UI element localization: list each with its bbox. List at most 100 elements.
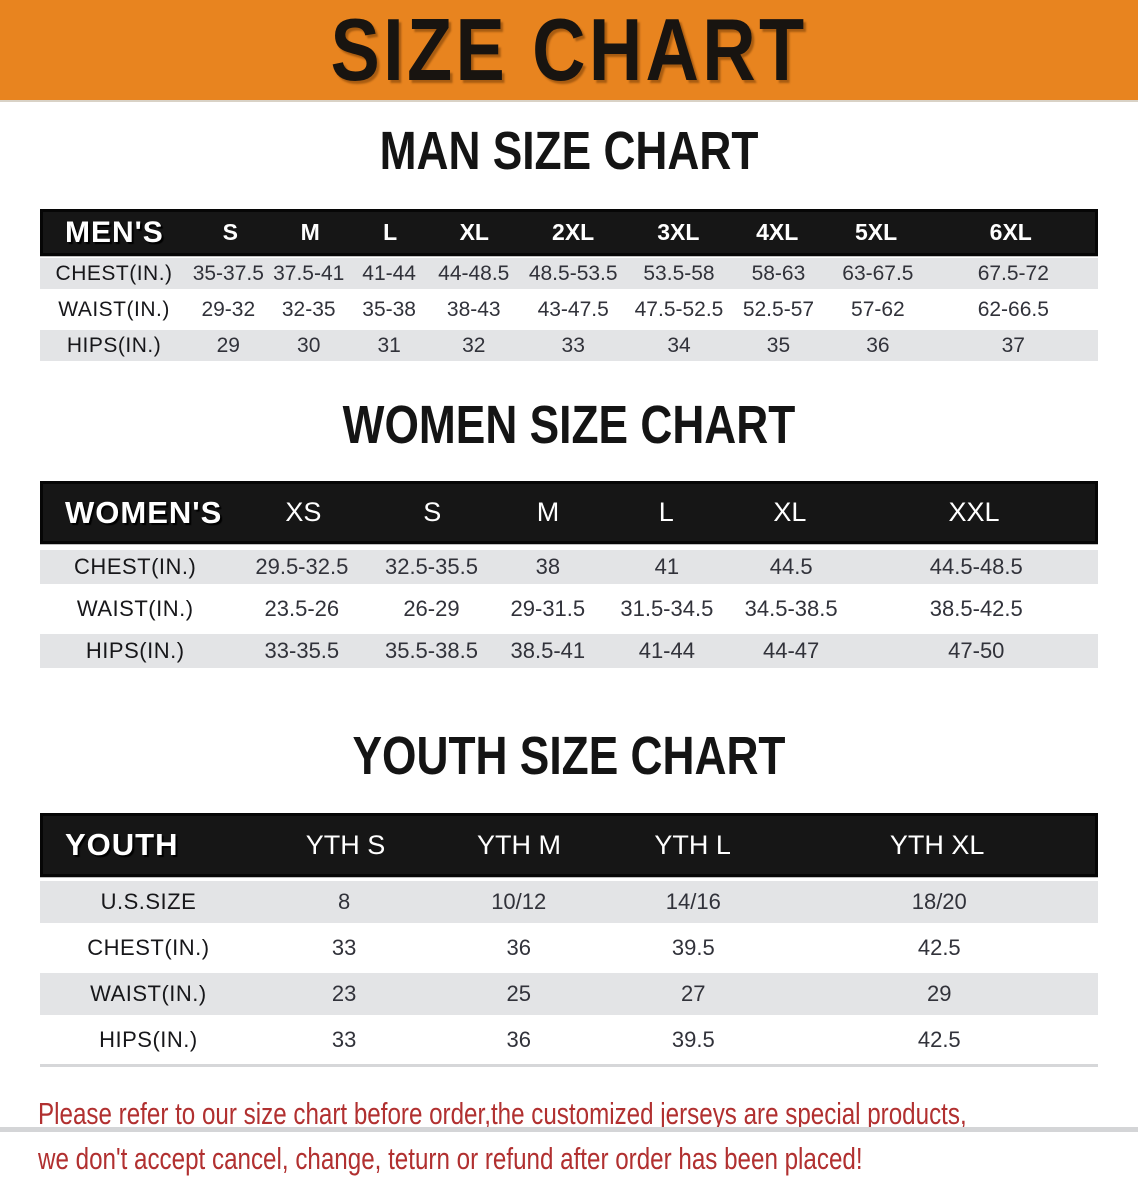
- youth-section-heading-text: YOUTH SIZE CHART: [352, 726, 786, 786]
- row-label: U.S.SIZE: [100, 889, 197, 914]
- table-cell: 48.5-53.5: [528, 261, 618, 285]
- youth-ussize-row: U.S.SIZE 8 10/12 14/16 18/20: [40, 881, 1098, 923]
- youth-col-yth-xl: YTH XL: [889, 829, 985, 860]
- women-col-l: L: [658, 497, 674, 527]
- table-cell: 37: [1001, 333, 1025, 357]
- table-cell: 29: [927, 981, 952, 1006]
- table-cell: 32: [462, 333, 486, 357]
- table-cell: 44-48.5: [438, 261, 510, 285]
- women-table-header-row: WOMEN'S XS S M L XL XXL: [40, 481, 1098, 544]
- row-label: CHEST(IN.): [55, 261, 173, 285]
- men-col-s: S: [222, 219, 238, 245]
- table-cell: 30: [297, 333, 321, 357]
- row-label: HIPS(IN.): [99, 1027, 198, 1052]
- table-cell: 57-62: [851, 297, 905, 321]
- women-size-table: WOMEN'S XS S M L XL XXL CHEST(IN.) 29.5-…: [40, 481, 1098, 668]
- table-cell: 39.5: [671, 1027, 715, 1052]
- table-cell: 52.5-57: [742, 297, 815, 321]
- row-label: HIPS(IN.): [85, 638, 185, 663]
- table-cell: 8: [338, 889, 351, 914]
- table-cell: 37.5-41: [273, 261, 345, 285]
- youth-section-heading: YOUTH SIZE CHART: [0, 726, 1138, 793]
- table-cell: 33: [561, 333, 585, 357]
- youth-waist-row: WAIST(IN.) 23 25 27 29: [40, 973, 1098, 1015]
- table-cell: 35-38: [362, 297, 416, 321]
- table-cell: 41-44: [362, 261, 416, 285]
- women-table-title: WOMEN'S: [65, 494, 223, 530]
- women-hips-row: HIPS(IN.) 33-35.5 35.5-38.5 38.5-41 41-4…: [40, 634, 1098, 668]
- table-cell: 47.5-52.5: [634, 297, 724, 321]
- table-cell: 58-63: [751, 261, 806, 285]
- row-label: CHEST(IN.): [74, 554, 197, 579]
- table-cell: 53.5-58: [643, 261, 715, 285]
- table-cell: 10/12: [491, 889, 547, 914]
- table-cell: 41: [654, 554, 680, 579]
- men-table-header-row: MEN'S S M L XL 2XL 3XL 4XL 5XL 6XL: [40, 209, 1098, 256]
- women-col-s: S: [423, 497, 442, 527]
- table-cell: 32-35: [281, 297, 336, 321]
- disclaimer: Please refer to our size chart before or…: [38, 1091, 1138, 1181]
- table-cell: 29.5-32.5: [255, 554, 349, 579]
- disclaimer-line-1: Please refer to our size chart before or…: [38, 1096, 967, 1131]
- table-cell: 42.5: [917, 935, 961, 960]
- table-cell: 31.5-34.5: [620, 596, 714, 621]
- table-cell: 44.5-48.5: [929, 554, 1023, 579]
- row-label: WAIST(IN.): [90, 981, 207, 1006]
- table-cell: 31: [377, 333, 401, 357]
- table-cell: 29-31.5: [510, 596, 586, 621]
- table-cell: 34: [667, 333, 691, 357]
- men-col-4xl: 4XL: [756, 219, 799, 245]
- men-waist-row: WAIST(IN.) 29-32 32-35 35-38 38-43 43-47…: [40, 294, 1098, 325]
- women-waist-row: WAIST(IN.) 23.5-26 26-29 29-31.5 31.5-34…: [40, 592, 1098, 626]
- youth-col-yth-s: YTH S: [305, 829, 386, 860]
- table-cell: 35-37.5: [192, 261, 264, 285]
- men-section-heading-text: MAN SIZE CHART: [379, 121, 759, 181]
- table-cell: 35.5-38.5: [384, 638, 478, 663]
- table-cell: 38.5-41: [510, 638, 586, 663]
- youth-chest-row: CHEST(IN.) 33 36 39.5 42.5: [40, 927, 1098, 969]
- women-col-m: M: [536, 497, 560, 527]
- women-col-xl: XL: [773, 497, 807, 527]
- women-section-heading: WOMEN SIZE CHART: [0, 398, 1138, 462]
- page-bottom-edge: [0, 1127, 1138, 1132]
- table-cell: 39.5: [671, 935, 715, 960]
- table-cell: 29: [216, 333, 240, 357]
- table-cell: 38: [535, 554, 561, 579]
- table-cell: 33-35.5: [264, 638, 340, 663]
- men-chest-row: CHEST(IN.) 35-37.5 37.5-41 41-44 44-48.5…: [40, 258, 1098, 289]
- table-cell: 27: [681, 981, 706, 1006]
- table-cell: 67.5-72: [977, 261, 1049, 285]
- table-cell: 42.5: [917, 1027, 961, 1052]
- women-col-xxl: XXL: [948, 497, 1000, 527]
- table-cell: 41-44: [638, 638, 695, 663]
- men-section-heading: MAN SIZE CHART: [0, 121, 1138, 188]
- table-cell: 36: [866, 333, 890, 357]
- table-cell: 63-67.5: [842, 261, 914, 285]
- youth-col-yth-m: YTH M: [477, 829, 562, 860]
- table-cell: 36: [506, 935, 531, 960]
- youth-hips-row: HIPS(IN.) 33 36 39.5 42.5: [40, 1019, 1098, 1061]
- row-label: HIPS(IN.): [66, 333, 162, 357]
- table-cell: 23.5-26: [264, 596, 340, 621]
- men-col-xl: XL: [459, 219, 489, 245]
- table-cell: 62-66.5: [977, 297, 1049, 321]
- men-col-6xl: 6XL: [989, 219, 1032, 245]
- youth-table-bottom-line: [40, 1064, 1098, 1067]
- table-cell: 32.5-35.5: [384, 554, 478, 579]
- table-cell: 35: [766, 333, 791, 357]
- disclaimer-line-2: we don't accept cancel, change, teturn o…: [38, 1141, 863, 1176]
- table-cell: 44.5: [769, 554, 813, 579]
- women-col-xs: XS: [285, 497, 322, 527]
- row-label: WAIST(IN.): [58, 297, 170, 321]
- table-cell: 18/20: [911, 889, 967, 914]
- women-chest-row: CHEST(IN.) 29.5-32.5 32.5-35.5 38 41 44.…: [40, 550, 1098, 584]
- youth-size-table: YOUTH YTH S YTH M YTH L YTH XL U.S.SIZE …: [40, 813, 1098, 1067]
- men-col-l: L: [383, 219, 398, 245]
- men-col-3xl: 3XL: [657, 219, 700, 245]
- table-cell: 29-32: [201, 297, 256, 321]
- table-cell: 34.5-38.5: [744, 596, 838, 621]
- men-col-m: M: [300, 219, 320, 245]
- table-cell: 36: [506, 1027, 531, 1052]
- table-cell: 14/16: [665, 889, 721, 914]
